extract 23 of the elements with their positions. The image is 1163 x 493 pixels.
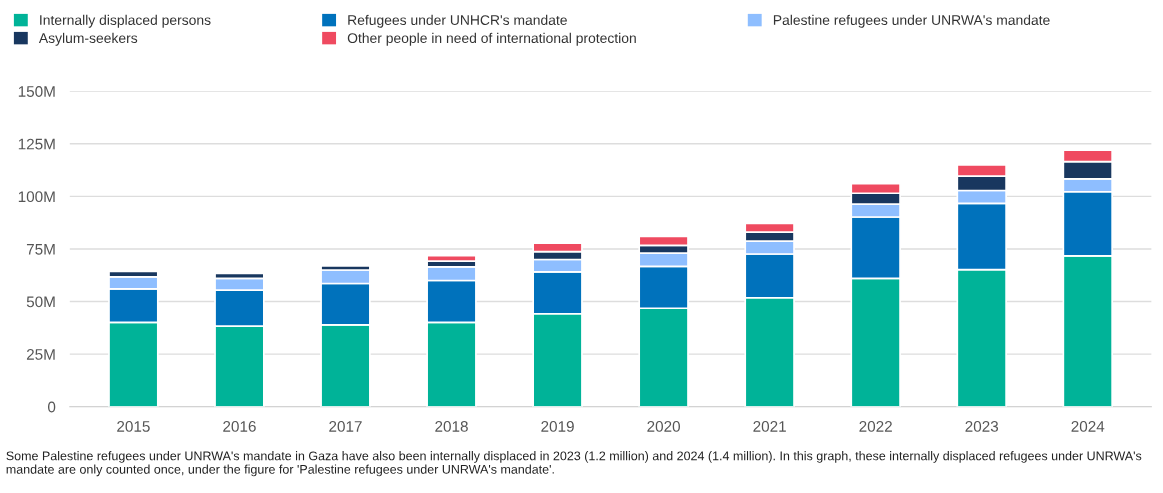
legend-label: Other people in need of international protection xyxy=(347,32,636,46)
x-tick-label: 2020 xyxy=(647,421,680,432)
x-tick-label: 2017 xyxy=(329,421,362,432)
legend-label: Internally displaced persons xyxy=(40,14,211,28)
x-tick-label: 2019 xyxy=(541,421,574,432)
y-tick-label: 75M xyxy=(26,243,55,255)
x-tick-label: 2015 xyxy=(117,421,150,432)
x-tick-label: 2024 xyxy=(1071,421,1105,432)
x-tick-label: 2023 xyxy=(965,421,999,432)
y-tick-label: 100M xyxy=(18,191,55,203)
text: Some Palestine refugees under UNRWA's mandate in Gaza have also been internally displaced in 2023 (1.2 million) and 2024 (1.4 million). In this graph, these internally displaced refugees under UNRWA's mandate are only counted once, under the figure for 'Palestine refugees under UNRWA's mandate'. xyxy=(6,451,1142,477)
y-tick-label: 150M xyxy=(18,86,55,97)
y-tick-label: 125M xyxy=(18,138,55,150)
x-tick-label: 2022 xyxy=(859,421,892,432)
legend-label: Asylum-seekers xyxy=(38,32,138,46)
y-tick-label: 0 xyxy=(47,401,56,413)
x-tick-label: 2018 xyxy=(435,421,468,432)
x-tick-label: 2021 xyxy=(753,421,786,432)
legend-label: Palestine refugees under UNRWA's mandate xyxy=(773,14,1050,28)
y-tick-label: 25M xyxy=(26,349,55,360)
y-tick-label: 50M xyxy=(26,296,55,308)
x-tick-label: 2016 xyxy=(223,421,256,432)
legend-label: Refugees under UNHCR's mandate xyxy=(348,14,567,28)
